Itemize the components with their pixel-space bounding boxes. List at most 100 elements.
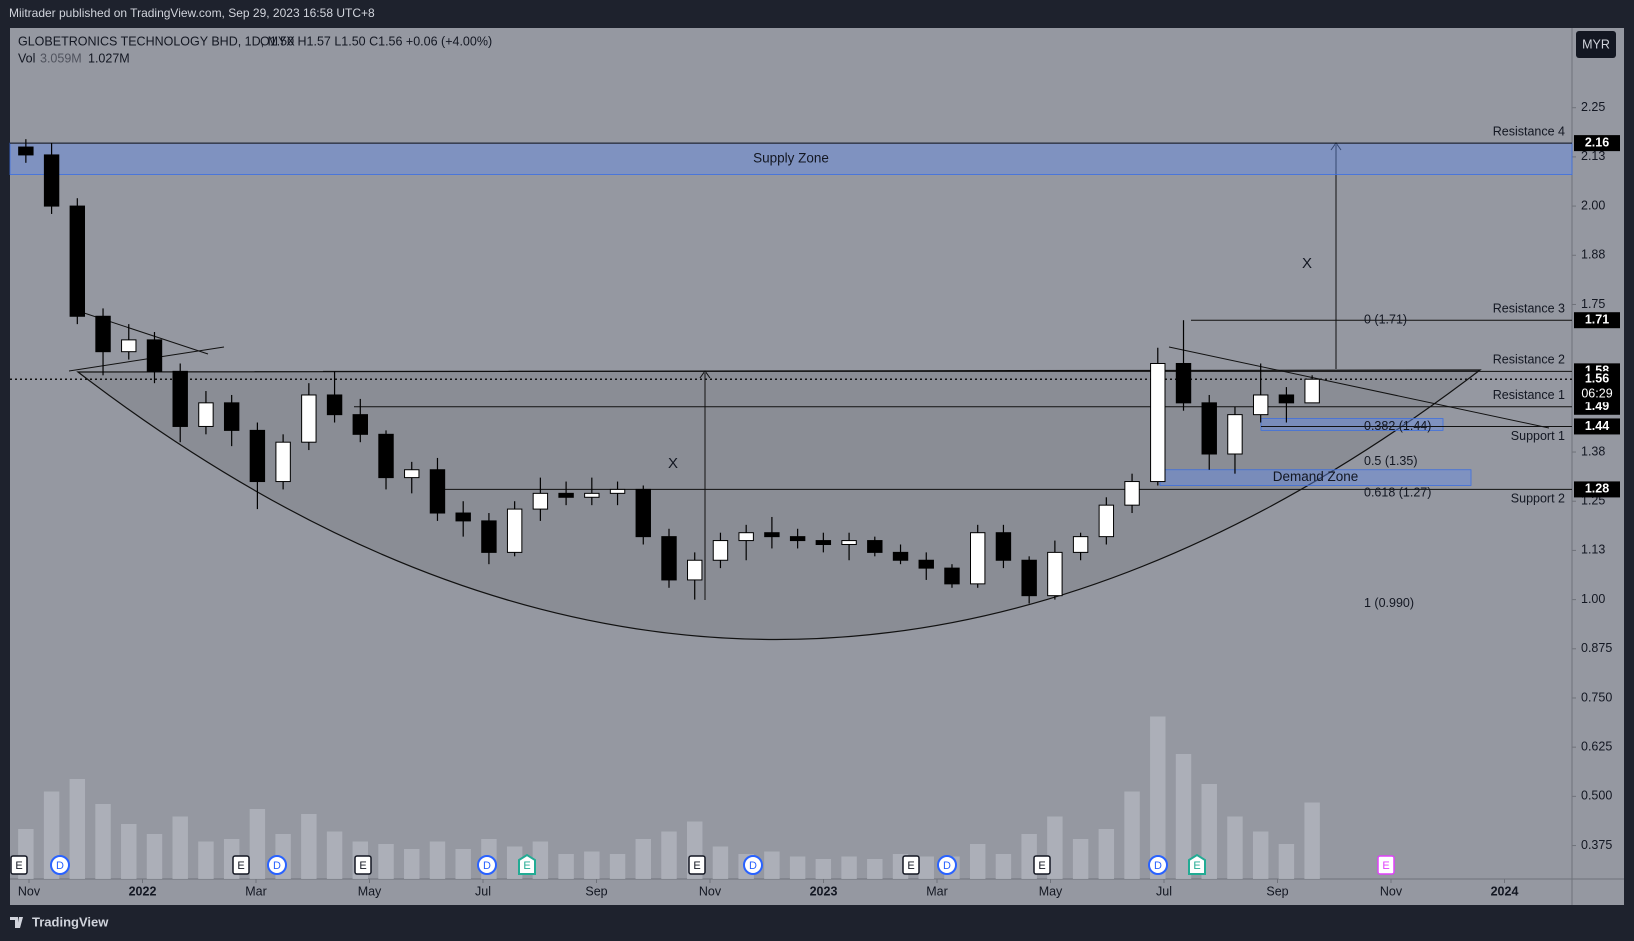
- volume-bar: [1098, 829, 1115, 879]
- event-marker: [10, 855, 28, 875]
- x-tick-label: 2022: [129, 884, 157, 898]
- zone-label: Supply Zone: [753, 150, 829, 165]
- volume-bar: [1278, 844, 1295, 879]
- volume-bar: [764, 851, 780, 879]
- x-tick-label: Nov: [699, 884, 722, 898]
- trend-line: [1168, 346, 1550, 429]
- event-label: D: [483, 860, 491, 872]
- candle-body: [970, 532, 986, 585]
- y-tick-label: 0.750: [1581, 690, 1612, 704]
- volume-bar: [95, 804, 111, 879]
- candle-body: [918, 559, 934, 569]
- event-marker: [743, 855, 763, 875]
- volume-bar: [455, 849, 471, 879]
- candle-body: [867, 540, 883, 553]
- annotation: X: [1302, 255, 1312, 272]
- candle-body: [764, 532, 780, 538]
- candle-body: [584, 492, 600, 498]
- price-label: 1.49: [1585, 399, 1609, 413]
- candle-body: [378, 433, 394, 479]
- candle-body: [146, 339, 163, 372]
- level-name: Resistance 3: [1493, 302, 1565, 316]
- vol-label: Vol: [18, 51, 35, 65]
- volume-bar: [661, 831, 677, 879]
- event-label: E: [1193, 860, 1200, 872]
- volume-bar: [969, 844, 986, 879]
- event-marker: [267, 855, 287, 875]
- candle-body: [1304, 378, 1320, 404]
- event-marker: [477, 855, 497, 875]
- volume-bar: [841, 856, 857, 879]
- x-tick-label: 2024: [1491, 884, 1519, 898]
- volume-bar: [867, 859, 883, 879]
- candle-body: [815, 540, 832, 546]
- event-marker: [232, 855, 250, 875]
- volume-bar: [815, 859, 832, 879]
- event-label: D: [273, 860, 281, 872]
- volume-bar: [1021, 834, 1037, 879]
- currency-box: [1576, 31, 1616, 58]
- volume-bar: [121, 824, 137, 879]
- candle-body: [789, 536, 806, 542]
- event-marker: [688, 855, 706, 875]
- price-label: 2.16: [1585, 135, 1609, 149]
- volume-bar: [1175, 754, 1192, 879]
- candle-body: [738, 532, 754, 542]
- level-name: Resistance 2: [1493, 353, 1565, 367]
- candle-body: [43, 154, 60, 207]
- candle-body: [95, 315, 111, 353]
- fib-label: 0.618 (1.27): [1364, 486, 1431, 500]
- y-tick-label: 1.00: [1581, 592, 1605, 606]
- y-tick-label: 1.38: [1581, 444, 1605, 458]
- candle-body: [712, 540, 729, 561]
- candle-body: [326, 394, 343, 416]
- y-tick-label: 0.375: [1581, 838, 1612, 852]
- candle-body: [635, 488, 651, 538]
- event-label: D: [1154, 860, 1162, 872]
- level-name: Support 1: [1511, 429, 1565, 443]
- zone: [1260, 418, 1444, 431]
- volume-bar: [1227, 816, 1243, 879]
- y-tick-label: 2.25: [1581, 100, 1605, 114]
- zone-label: Demand Zone: [1273, 469, 1359, 484]
- level-name: Resistance 4: [1493, 124, 1565, 138]
- level-name: Support 2: [1511, 492, 1565, 506]
- volume-bar: [584, 851, 600, 879]
- event-marker: [1188, 853, 1206, 875]
- publisher: Miitrader published on TradingView.com, …: [9, 6, 375, 20]
- volume-bar: [249, 809, 266, 879]
- symbol: GLOBETRONICS TECHNOLOGY BHD, 1D, MYX: [18, 34, 295, 48]
- candle-body: [481, 520, 497, 553]
- candle-body: [121, 339, 137, 353]
- x-tick-label: Nov: [1380, 884, 1403, 898]
- event-marker: [1148, 855, 1168, 875]
- x-tick-label: Jul: [1156, 884, 1172, 898]
- event-label: E: [693, 860, 700, 872]
- header: Miitrader published on TradingView.com, …: [9, 6, 1616, 929]
- price-label: 1.28: [1585, 482, 1609, 496]
- candle-body: [558, 492, 574, 498]
- x-tick-label: Mar: [926, 884, 948, 898]
- x-tick-label: Nov: [18, 884, 41, 898]
- volume-bar: [404, 849, 420, 879]
- fib-label: 1 (0.990): [1364, 596, 1414, 610]
- volume-bar: [918, 856, 934, 879]
- candle-body: [1072, 536, 1089, 553]
- price-box: [1574, 418, 1620, 435]
- candle-body: [275, 441, 291, 483]
- price-box: [1574, 135, 1620, 152]
- x-tick-label: Sep: [585, 884, 607, 898]
- event-label: E: [15, 860, 22, 872]
- fib-label: 0 (1.71): [1364, 313, 1407, 327]
- y-tick-label: 1.88: [1581, 248, 1605, 262]
- volume-bar: [1304, 802, 1320, 879]
- x-tick-label: Jul: [475, 884, 491, 898]
- y-tick-label: 0.500: [1581, 789, 1612, 803]
- volume-bar: [712, 846, 729, 879]
- candle-body: [352, 414, 368, 435]
- brand-logo: [10, 917, 23, 928]
- volume-bar: [635, 839, 651, 879]
- volume-bar: [198, 841, 214, 879]
